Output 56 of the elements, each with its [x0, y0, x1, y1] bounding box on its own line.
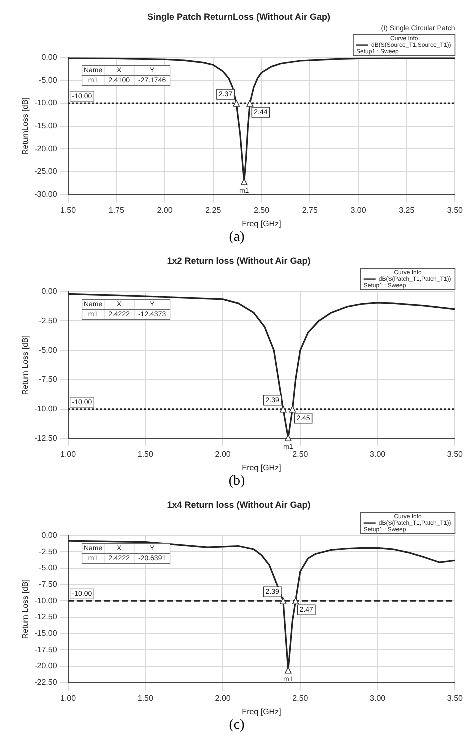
- y-tick-label: 0.00: [42, 53, 58, 62]
- chart-title: Single Patch ReturnLoss (Without Air Gap): [147, 12, 331, 22]
- x-tick-label: 1.00: [60, 694, 77, 703]
- y-tick-label: -5.00: [39, 564, 58, 573]
- chart-title: 1x2 Return loss (Without Air Gap): [167, 256, 311, 266]
- x-tick-label: 3.00: [370, 694, 386, 703]
- y-tick-label: -10.00: [34, 596, 58, 606]
- y-tick-label: -7.50: [39, 580, 58, 590]
- y-tick-label: -22.50: [34, 678, 58, 688]
- y-axis-title: Return Loss [dB]: [21, 336, 30, 396]
- y-tick-label: -17.50: [34, 645, 58, 654]
- y-axis-title: Return Loss [dB]: [21, 580, 30, 640]
- text: (c): [228, 718, 246, 735]
- x-tick-label: 1.50: [60, 206, 77, 215]
- x-tick-label: 3.00: [350, 206, 367, 215]
- y-tick-label: -25.00: [34, 167, 58, 176]
- y-tick-label: -30.00: [34, 190, 58, 200]
- x-tick-label: 2.00: [215, 450, 232, 459]
- y-tick-label: 0.00: [42, 287, 58, 296]
- y-tick-label: -15.00: [34, 122, 58, 131]
- x-tick-label: 3.25: [399, 206, 416, 215]
- x-tick-label: 2.00: [157, 206, 174, 215]
- y-tick-label: -2.50: [39, 316, 58, 326]
- x-axis-title: Freq [GHz]: [242, 463, 282, 472]
- x-tick-label: 2.50: [292, 450, 309, 459]
- y-tick-label: -15.00: [34, 629, 58, 638]
- x-axis-title: Freq [GHz]: [242, 707, 282, 716]
- x-tick-label: 2.00: [215, 694, 232, 703]
- x-tick-label: 3.00: [370, 450, 386, 459]
- x-tick-label: 2.75: [302, 206, 318, 215]
- y-tick-label: -12.50: [34, 612, 58, 622]
- y-tick-label: -10.00: [34, 404, 58, 414]
- y-tick-label: 0.00: [42, 531, 58, 540]
- y-tick-label: -7.50: [39, 375, 58, 384]
- y-axis-title: ReturnLoss [dB]: [21, 98, 30, 155]
- x-tick-label: 1.00: [60, 450, 77, 459]
- text: (b): [228, 474, 246, 491]
- y-tick-label: -10.00: [34, 98, 58, 108]
- text: (a): [228, 230, 246, 247]
- x-tick-label: 1.50: [138, 450, 154, 459]
- chart-title: 1x4 Return loss (Without Air Gap): [167, 500, 311, 510]
- y-tick-label: -12.50: [34, 434, 58, 444]
- x-tick-label: 2.25: [206, 206, 222, 215]
- x-tick-label: 1.50: [138, 694, 154, 703]
- y-tick-label: -5.00: [39, 76, 58, 85]
- y-tick-label: -20.00: [34, 662, 58, 671]
- x-tick-label: 3.50: [447, 450, 464, 459]
- x-tick-label: 1.75: [108, 206, 125, 215]
- x-tick-label: 3.50: [447, 206, 464, 215]
- y-tick-label: -20.00: [34, 144, 58, 154]
- y-tick-label: -2.50: [39, 547, 58, 556]
- x-tick-label: 3.50: [447, 694, 464, 703]
- x-tick-label: 2.50: [254, 206, 270, 215]
- x-tick-label: 2.50: [292, 694, 309, 703]
- x-axis-title: Freq [GHz]: [242, 219, 282, 228]
- y-tick-label: -5.00: [39, 346, 58, 355]
